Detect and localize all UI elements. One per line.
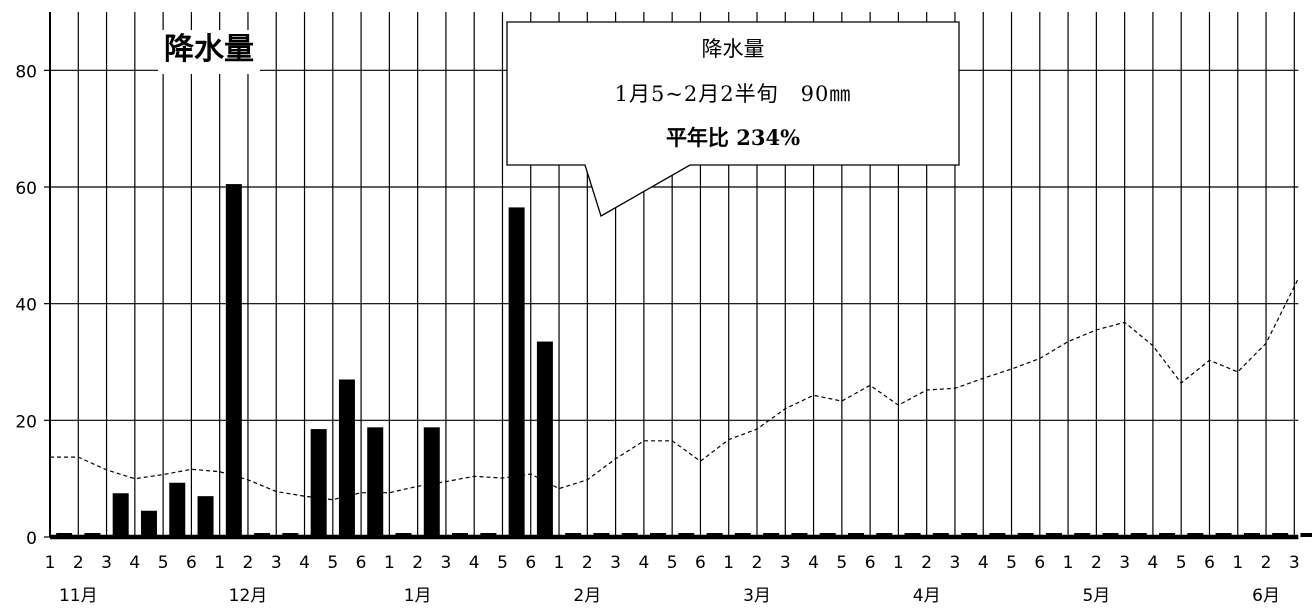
x-tick-label: 1 — [1232, 553, 1243, 573]
month-label: 1月 — [404, 586, 432, 606]
month-label: 6月 — [1252, 586, 1280, 606]
x-tick-label: 4 — [638, 553, 649, 573]
x-tick-label: 5 — [158, 553, 169, 573]
x-tick-label: 5 — [327, 553, 338, 573]
y-tick-label: 80 — [15, 62, 37, 82]
x-tick-label: 5 — [667, 553, 678, 573]
annotation-title: 降水量 — [701, 37, 765, 61]
y-tick-label: 60 — [15, 179, 37, 199]
precipitation-bar — [225, 184, 242, 538]
x-tick-label: 1 — [1063, 553, 1074, 573]
precipitation-bar — [423, 427, 440, 537]
x-tick-label: 6 — [1034, 553, 1045, 573]
precipitation-bar — [112, 493, 129, 537]
precipitation-bar — [1300, 533, 1312, 537]
x-tick-label: 2 — [1261, 553, 1272, 573]
x-tick-label: 3 — [441, 553, 452, 573]
x-tick-label: 3 — [950, 553, 961, 573]
normal-line-series — [50, 278, 1299, 501]
month-label: 5月 — [1082, 586, 1110, 606]
x-tick-label: 4 — [1148, 553, 1159, 573]
x-tick-label: 4 — [808, 553, 819, 573]
x-tick-label: 6 — [525, 553, 536, 573]
x-tick-label: 1 — [554, 553, 565, 573]
y-tick-label: 20 — [15, 412, 37, 432]
x-tick-label: 4 — [469, 553, 480, 573]
x-tick-label: 6 — [695, 553, 706, 573]
x-tick-label: 5 — [1176, 553, 1187, 573]
normal-precipitation-line — [50, 278, 1299, 501]
x-tick-label: 6 — [186, 553, 197, 573]
x-tick-label: 1 — [723, 553, 734, 573]
x-tick-label: 2 — [73, 553, 84, 573]
annotation-callout — [506, 21, 960, 217]
x-tick-label: 2 — [921, 553, 932, 573]
month-label: 4月 — [913, 586, 941, 606]
x-tick-label: 1 — [893, 553, 904, 573]
precipitation-bar — [536, 341, 553, 537]
x-tick-label: 5 — [497, 553, 508, 573]
precipitation-bar — [169, 482, 186, 537]
chart-title: 降水量 — [158, 30, 260, 74]
precipitation-bar — [508, 207, 525, 537]
callout-box — [506, 21, 960, 217]
bar-series — [56, 184, 1312, 538]
x-tick-label: 5 — [836, 553, 847, 573]
y-tick-label: 0 — [26, 529, 37, 549]
precipitation-bar — [338, 379, 355, 537]
x-tick-label: 1 — [214, 553, 225, 573]
precipitation-bar — [367, 427, 384, 537]
x-tick-label: 3 — [1119, 553, 1130, 573]
grid — [49, 12, 1299, 537]
x-tick-label: 6 — [1204, 553, 1215, 573]
x-tick-label: 2 — [582, 553, 593, 573]
y-tick-label: 40 — [15, 296, 37, 316]
x-tick-label: 6 — [356, 553, 367, 573]
x-tick-label: 3 — [101, 553, 112, 573]
annotation-period: 1月5~2月2半旬 90㎜ — [614, 82, 852, 106]
x-tick-label: 3 — [1289, 553, 1300, 573]
annotation-ratio: 平年比 234% — [665, 125, 801, 150]
x-tick-label: 1 — [45, 553, 56, 573]
month-label: 2月 — [573, 586, 601, 606]
x-tick-label: 1 — [384, 553, 395, 573]
x-tick-label: 2 — [1091, 553, 1102, 573]
month-label: 3月 — [743, 586, 771, 606]
precipitation-bar — [197, 496, 214, 537]
x-tick-label: 4 — [978, 553, 989, 573]
x-tick-label: 3 — [271, 553, 282, 573]
month-label: 12月 — [229, 586, 268, 606]
x-tick-label: 4 — [299, 553, 310, 573]
x-tick-label: 5 — [1006, 553, 1017, 573]
x-tick-label: 2 — [243, 553, 254, 573]
x-tick-label: 3 — [780, 553, 791, 573]
x-tick-label: 2 — [412, 553, 423, 573]
precipitation-bar — [310, 429, 327, 537]
precipitation-bar — [140, 510, 157, 537]
x-tick-label: 3 — [610, 553, 621, 573]
month-label: 11月 — [59, 586, 98, 606]
x-tick-label: 4 — [129, 553, 140, 573]
x-tick-label: 6 — [865, 553, 876, 573]
x-tick-label: 2 — [752, 553, 763, 573]
